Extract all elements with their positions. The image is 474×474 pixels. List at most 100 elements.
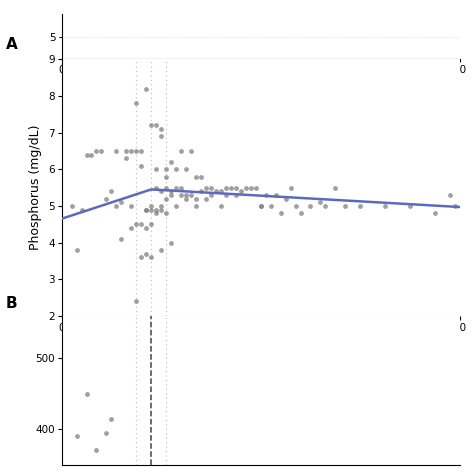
Point [142,224,150,232]
Point [122,147,130,155]
Point [128,147,135,155]
Point [406,202,414,210]
Point [187,147,195,155]
Point [217,202,225,210]
Point [257,202,264,210]
Point [152,165,160,173]
Point [282,195,289,202]
Point [92,447,100,454]
Point [192,173,200,181]
Point [197,173,205,181]
Point [232,184,239,191]
Point [262,191,269,199]
Point [82,151,90,158]
Point [192,202,200,210]
Point [142,206,150,213]
Point [182,165,190,173]
Point [332,184,339,191]
Point [73,432,80,440]
Point [207,191,215,199]
Point [177,191,185,199]
Point [292,202,300,210]
Point [177,147,185,155]
Point [202,195,210,202]
Point [92,147,100,155]
Text: A: A [6,37,18,52]
Point [252,184,260,191]
Point [237,187,245,195]
Point [98,147,105,155]
Point [173,184,180,191]
Point [307,202,314,210]
Point [341,202,349,210]
Point [227,184,235,191]
Point [272,191,280,199]
Point [102,195,110,202]
Point [167,158,175,166]
Point [356,202,364,210]
Point [167,187,175,195]
Point [162,165,170,173]
X-axis label: 25-OHD (ng/mL): 25-OHD (ng/mL) [210,336,312,349]
Point [152,184,160,191]
Point [82,390,90,398]
Point [157,246,165,254]
Point [157,132,165,140]
Point [157,187,165,195]
Point [182,195,190,202]
Point [177,184,185,191]
Point [118,199,125,206]
Point [132,220,140,228]
Point [113,147,120,155]
Point [162,210,170,217]
Point [113,202,120,210]
Point [297,210,304,217]
Point [147,121,155,129]
Point [118,235,125,243]
Point [173,165,180,173]
Point [321,202,329,210]
Point [167,191,175,199]
Point [108,187,115,195]
Point [451,202,459,210]
Point [68,202,75,210]
Point [137,254,145,261]
Point [197,187,205,195]
Point [132,147,140,155]
Point [207,184,215,191]
Point [147,206,155,213]
Point [78,206,85,213]
Point [73,246,80,254]
Point [381,202,389,210]
Point [142,206,150,213]
Point [287,184,294,191]
Point [222,184,229,191]
Point [108,415,115,422]
Point [182,191,190,199]
Point [202,184,210,191]
Point [222,191,229,199]
Point [162,195,170,202]
Point [128,224,135,232]
Point [217,187,225,195]
Point [247,184,255,191]
Point [192,195,200,202]
Point [173,202,180,210]
Point [212,187,219,195]
Point [187,191,195,199]
Point [162,173,170,181]
Point [446,191,454,199]
Y-axis label: Phosphorus (mg/dL): Phosphorus (mg/dL) [29,125,43,250]
Point [147,220,155,228]
Point [128,202,135,210]
Point [147,202,155,210]
Point [142,250,150,257]
Point [242,184,249,191]
Point [431,210,439,217]
Point [152,121,160,129]
Point [132,100,140,107]
Point [317,199,324,206]
Point [267,202,274,210]
Point [137,147,145,155]
X-axis label: 25-OHD (ng/mL): 25-OHD (ng/mL) [210,78,312,91]
